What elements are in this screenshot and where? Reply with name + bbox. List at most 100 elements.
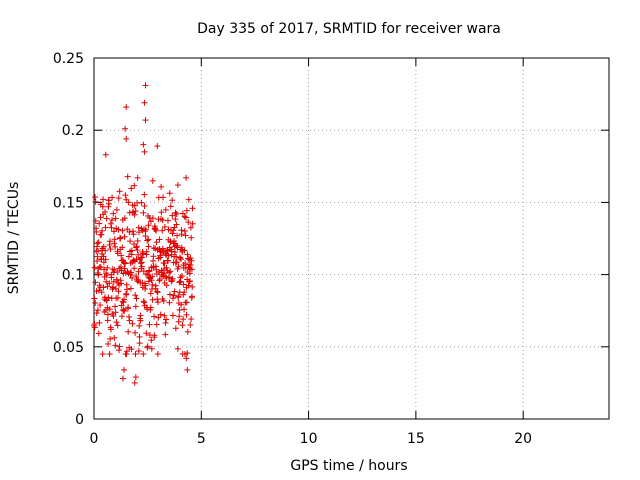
data-point (138, 263, 145, 270)
data-point (93, 228, 100, 235)
data-point (135, 251, 142, 258)
data-point (131, 265, 138, 272)
data-point (167, 239, 174, 246)
data-point (184, 366, 191, 373)
data-point (145, 236, 152, 243)
data-point (120, 306, 127, 313)
data-point (125, 304, 132, 311)
data-point (183, 207, 190, 214)
data-point (187, 255, 194, 262)
y-tick-label: 0.25 (53, 51, 84, 67)
data-point (164, 217, 171, 224)
data-point (145, 243, 152, 250)
data-point (189, 220, 196, 227)
data-point (140, 141, 147, 148)
x-tick-label: 0 (90, 431, 99, 447)
data-point (132, 303, 139, 310)
data-point (102, 247, 109, 254)
data-point (102, 256, 109, 263)
data-point (100, 196, 107, 203)
data-point (133, 255, 140, 262)
data-point (157, 254, 164, 261)
data-point (136, 333, 143, 340)
data-point (181, 213, 188, 220)
data-point (94, 307, 101, 314)
data-point (99, 351, 106, 358)
plot-frame (93, 57, 610, 420)
data-point (141, 203, 148, 210)
data-point (94, 240, 101, 247)
data-point (121, 233, 128, 240)
data-point (115, 195, 122, 202)
data-point (154, 289, 161, 296)
data-point (166, 269, 173, 276)
data-point (174, 182, 181, 189)
data-point (180, 291, 187, 298)
y-tick-label: 0.1 (62, 268, 84, 284)
data-point (144, 343, 151, 350)
data-point (107, 335, 114, 342)
data-point (137, 260, 144, 267)
data-point (97, 302, 104, 309)
data-point (129, 320, 136, 327)
data-point (174, 232, 181, 239)
data-point (100, 243, 107, 250)
data-point (154, 351, 161, 358)
data-point (172, 259, 179, 266)
grid (94, 58, 609, 419)
data-point (161, 260, 168, 267)
data-point (158, 183, 165, 190)
data-point (145, 278, 152, 285)
data-point (131, 379, 138, 386)
data-point (95, 271, 102, 278)
data-point (188, 257, 195, 264)
data-point (188, 293, 195, 300)
data-point (127, 238, 134, 245)
y-axis-label: SRMTID / TECUs (6, 182, 22, 295)
data-point (169, 312, 176, 319)
data-point (144, 306, 151, 313)
data-point (144, 237, 151, 244)
data-point (105, 203, 112, 210)
data-point (91, 295, 98, 302)
data-point (148, 337, 155, 344)
data-point (187, 261, 194, 268)
data-point (92, 194, 99, 201)
data-point (164, 247, 171, 254)
data-point (116, 188, 123, 195)
data-point (105, 340, 112, 347)
data-point (183, 174, 190, 181)
data-point (141, 99, 148, 106)
data-point (119, 227, 126, 234)
data-point (149, 296, 156, 303)
data-point (104, 311, 111, 318)
data-point (172, 209, 179, 216)
data-point (183, 355, 190, 362)
data-point (128, 346, 135, 353)
data-point (182, 214, 189, 221)
data-point (154, 296, 161, 303)
data-point (160, 297, 167, 304)
data-point (142, 285, 149, 292)
data-point (133, 244, 140, 251)
data-point (186, 278, 193, 285)
data-point (133, 273, 140, 280)
data-point (148, 345, 155, 352)
data-point (111, 303, 118, 310)
data-point (162, 319, 169, 326)
data-point (167, 203, 174, 210)
data-point (147, 218, 154, 225)
data-point (114, 294, 121, 301)
data-point (175, 318, 182, 325)
data-point (125, 199, 132, 206)
data-point (132, 374, 139, 381)
data-point (141, 299, 148, 306)
data-point (144, 271, 151, 278)
data-point (172, 216, 179, 223)
data-point (123, 291, 130, 298)
data-point (134, 237, 141, 244)
data-point (121, 366, 128, 373)
data-point (153, 321, 160, 328)
data-point (188, 234, 195, 241)
